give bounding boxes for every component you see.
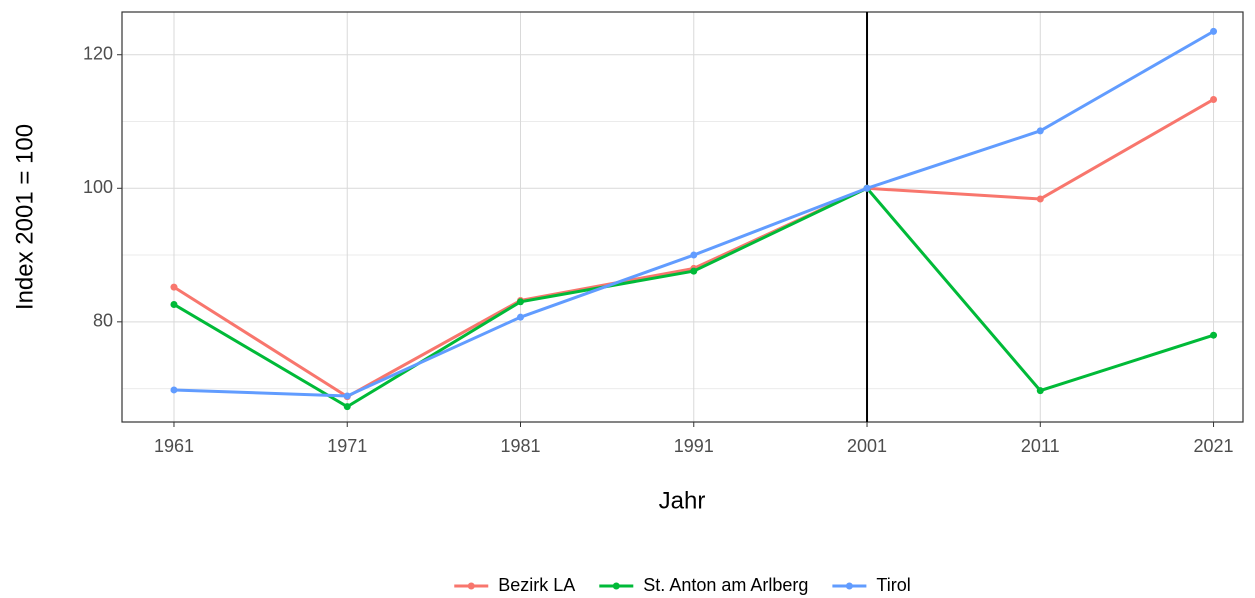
x-tick-label: 1961: [154, 436, 194, 456]
x-tick-label: 2021: [1194, 436, 1234, 456]
data-point: [1210, 331, 1218, 339]
data-point: [343, 403, 351, 411]
data-point: [690, 267, 698, 275]
data-point: [1210, 27, 1218, 35]
data-point: [863, 184, 871, 192]
legend-key-point: [612, 582, 620, 590]
data-point: [1036, 387, 1044, 395]
x-tick-label: 1981: [500, 436, 540, 456]
y-tick-label: 120: [83, 43, 113, 63]
y-axis-title: Index 2001 = 100: [11, 124, 38, 310]
legend-item: St. Anton am Arlberg: [599, 575, 808, 595]
data-point: [170, 386, 178, 394]
x-tick-label: 2011: [1021, 436, 1060, 456]
y-tick-label: 80: [93, 311, 113, 331]
x-tick-label: 1971: [327, 436, 367, 456]
data-point: [343, 392, 351, 400]
data-point: [1036, 127, 1044, 135]
x-tick-label: 2001: [847, 436, 887, 456]
legend-key-point: [845, 582, 853, 590]
legend-key-point: [467, 582, 475, 590]
legend: Bezirk LA St. Anton am Arlberg Tirol: [454, 575, 911, 595]
plot-border: [121, 11, 1244, 423]
data-point: [517, 313, 525, 321]
data-point: [690, 251, 698, 259]
data-point: [517, 298, 525, 306]
legend-label: St. Anton am Arlberg: [643, 575, 808, 595]
data-point: [170, 300, 178, 308]
data-point: [1210, 95, 1218, 103]
data-point: [170, 283, 178, 291]
y-tick-label: 100: [83, 177, 113, 197]
legend-item: Tirol: [832, 575, 911, 595]
x-tick-label: 1991: [674, 436, 714, 456]
legend-label: Bezirk LA: [498, 575, 575, 595]
x-axis-title: Jahr: [659, 487, 706, 514]
legend-label: Tirol: [876, 575, 910, 595]
data-point: [1036, 195, 1044, 203]
legend-item: Bezirk LA: [454, 575, 575, 595]
